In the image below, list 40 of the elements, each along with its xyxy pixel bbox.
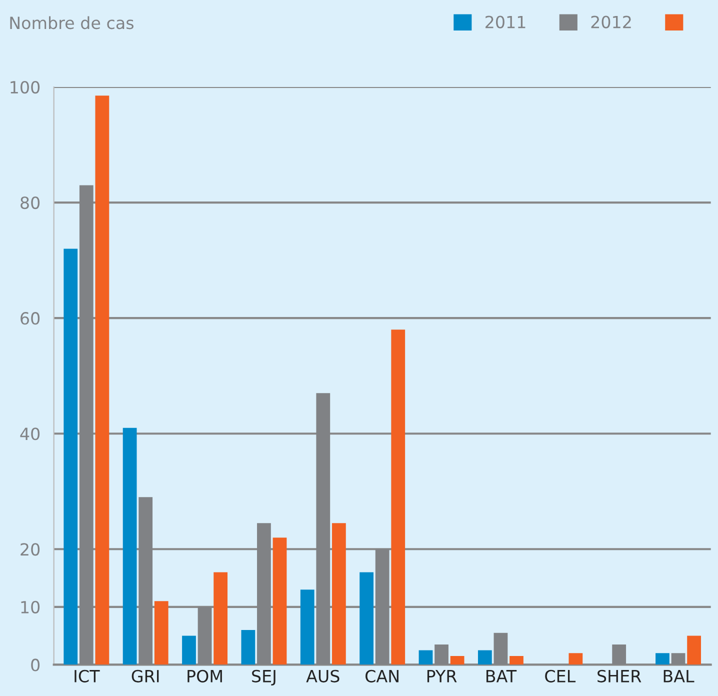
y-tick-label: 20 [20,543,40,556]
bar [214,572,228,665]
bar [478,650,492,665]
y-tick-label: 80 [20,196,40,210]
bar [418,650,433,665]
bar [122,428,137,665]
x-tick-label: GRI [132,670,159,682]
x-tick-label: SHER [598,670,642,682]
y-tick-label: 10 [21,600,40,614]
bar [450,656,464,665]
bar [154,601,168,665]
bar [241,630,256,665]
bar [360,572,374,665]
x-tick-label: SEJ [252,670,276,686]
y-axis-title: Nombre de cas [10,16,134,30]
x-tick-label: CEL [545,670,576,682]
bar [182,636,196,665]
bar [568,653,583,665]
bar [332,523,346,665]
x-tick-label: BAT [486,670,517,682]
bar [300,590,314,665]
bar [95,96,110,665]
legend-label: 2011 [486,16,526,28]
bar [64,248,78,665]
bar [510,656,524,665]
legend-label: 2012 [591,16,631,28]
x-tick-label: CAN [366,670,398,682]
bar [687,636,701,665]
y-tick-label: 100 [10,80,40,94]
bar [656,653,670,665]
bar [391,330,406,665]
x-tick-label: PYR [427,670,457,682]
x-tick-label: ICT [74,670,100,682]
y-tick-label: 60 [20,312,40,325]
bar [272,538,287,665]
y-tick-label: 40 [20,428,40,440]
x-tick-label: AUS [306,670,340,682]
x-tick-label: BAL [664,670,694,682]
x-tick-label: POM [188,670,222,682]
y-tick-label: 0 [31,658,40,672]
